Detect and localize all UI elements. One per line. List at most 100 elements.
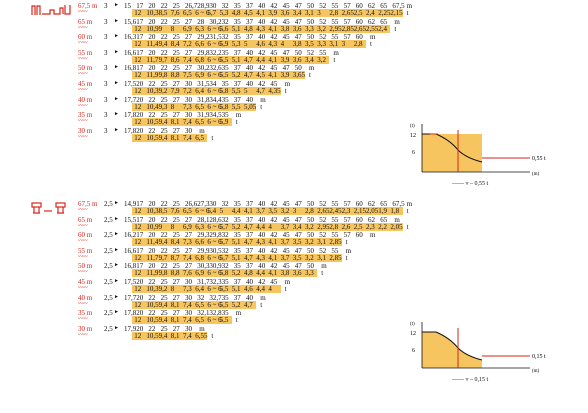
capacity-cell: 10,5 <box>146 331 159 340</box>
radius-cell: 35 <box>233 246 241 255</box>
unit-t: t <box>406 9 409 17</box>
capacity-cell: 4,7 <box>244 253 253 262</box>
radius-cell: 30 <box>209 200 217 208</box>
radius-cell: 40 <box>258 246 266 255</box>
radius-cell: 40 <box>258 200 266 208</box>
arrow-icon: ► <box>114 310 119 316</box>
radius-cell: 17 <box>136 2 144 10</box>
radius-cell: 42 <box>258 278 266 286</box>
radius-cell: 29,8 <box>197 48 210 57</box>
capacity-cell: 5,8 <box>219 269 229 278</box>
capacity-cell: 9,4 <box>158 300 168 309</box>
unit-m: m <box>260 293 266 302</box>
radius-cell: 17,8 <box>124 111 137 120</box>
capacity-cell: 3,6 <box>292 24 302 33</box>
capacity-cell: 3,3 <box>305 24 314 33</box>
row-min-radius: 2,5 <box>104 231 113 240</box>
capacity-cell: 10,3 <box>146 285 159 293</box>
radius-cell: 55 <box>331 17 339 26</box>
radius-cell: 20 <box>148 64 156 73</box>
radius-cell: 22 <box>148 278 156 286</box>
radius-cell: 60 <box>355 33 363 42</box>
capacity-cell: 12 <box>134 133 142 142</box>
capacity-band <box>132 238 342 247</box>
radius-cell: 22 <box>160 262 168 271</box>
radius-cell: 25 <box>160 324 168 333</box>
radius-cell: 29,3 <box>197 231 210 240</box>
capacity-cell: 4,1 <box>268 253 278 262</box>
radius-cell: 42 <box>270 17 278 26</box>
capacity-band <box>132 9 403 17</box>
capacity-cell: 6,9 <box>195 71 204 80</box>
radius-cell: 22 <box>160 200 168 208</box>
capacity-cell: 12 <box>134 253 142 262</box>
radius-cell: 25 <box>160 126 168 135</box>
radius-cell: 42 <box>270 2 278 10</box>
capacity-cell: 2,55 <box>366 24 379 33</box>
wave-mark-icon: 〰〰 <box>78 223 88 229</box>
radius-cell: 17,7 <box>124 95 137 104</box>
radius-cell: 45 <box>282 17 290 26</box>
radius-cell: 17 <box>136 246 144 255</box>
unit-m: m <box>394 215 400 224</box>
capacity-cell: 2,85 <box>329 253 342 262</box>
unit-m: m <box>345 246 352 255</box>
radius-cell: 52 <box>319 33 327 42</box>
radius-cell: 16,6 <box>124 246 137 255</box>
capacity-cell: 4 <box>280 40 285 49</box>
radius-cell: 55 <box>331 2 339 10</box>
radius-cell: 40 <box>246 95 253 104</box>
capacity-cell: 12 <box>134 87 142 95</box>
unit-m: m <box>406 2 413 10</box>
boom-length-label: 50 m <box>78 64 93 73</box>
capacity-cell: 6 ~ 6 <box>207 40 222 49</box>
arrow-icon: ► <box>114 112 119 118</box>
radius-cell: 40 <box>246 48 253 57</box>
capacity-cell: 5,1 <box>231 253 241 262</box>
radius-cell: 20 <box>148 262 156 271</box>
capacity-band <box>132 102 257 111</box>
diagram2-tick-6: 6 <box>412 348 415 354</box>
radius-cell: 31,5 <box>209 33 222 42</box>
capacity-cell: 2,8 <box>329 222 339 231</box>
radius-cell: 65 <box>380 215 388 224</box>
radius-cell: 22 <box>160 231 168 240</box>
capacity-cell: 4,1 <box>268 55 278 64</box>
unit-t: t <box>235 316 238 325</box>
unit-t: t <box>345 238 348 247</box>
capacity-cell: 6 ~ 6 <box>207 71 222 80</box>
radius-cell: 32 <box>221 262 229 271</box>
capacity-cell: 12 <box>134 118 142 127</box>
radius-cell: 30 <box>185 80 192 88</box>
boom-length-label: 60 m <box>78 33 93 42</box>
capacity-cell: 6,55 <box>195 331 208 340</box>
radius-cell: 30 <box>185 111 192 120</box>
radius-cell: 17 <box>136 48 144 57</box>
wave-mark-icon: 〰〰 <box>78 134 88 140</box>
capacity-cell: 12 <box>134 222 142 231</box>
radius-cell: 25 <box>160 111 168 120</box>
capacity-cell: 11,9 <box>146 269 159 278</box>
capacity-cell: 12 <box>134 71 142 80</box>
radius-cell: 60 <box>355 200 363 208</box>
row-min-radius: 3 <box>104 80 108 88</box>
radius-cell: 22 <box>160 246 168 255</box>
radius-cell: 17,8 <box>124 126 137 135</box>
capacity-cell: 5,3 <box>231 40 241 49</box>
radius-cell: 40 <box>246 293 253 302</box>
radius-cell: 35 <box>221 80 229 88</box>
capacity-cell: 12 <box>134 300 142 309</box>
capacity-band <box>132 300 257 309</box>
capacity-cell: 5 <box>219 207 224 215</box>
radius-cell: 40 <box>258 17 266 26</box>
radius-cell: 37 <box>246 17 253 26</box>
capacity-cell: 2,05 <box>366 207 379 215</box>
unit-t: t <box>284 285 287 293</box>
radius-cell: 25 <box>160 293 168 302</box>
radius-cell: 55 <box>319 48 327 57</box>
radius-cell: 35 <box>221 309 229 318</box>
radius-cell: 40 <box>246 80 253 88</box>
radius-cell: 40 <box>258 33 266 42</box>
telescopic-jib-icon <box>31 5 71 15</box>
radius-cell: 17,5 <box>124 80 137 88</box>
